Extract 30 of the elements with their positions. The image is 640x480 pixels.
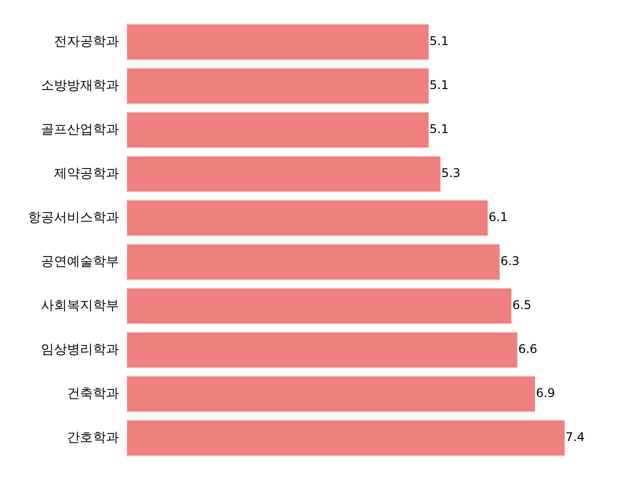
bar — [127, 288, 512, 324]
y-tick-label: 간호학과 — [67, 430, 119, 446]
y-tick-label: 항공서비스학과 — [28, 210, 119, 226]
bar — [127, 376, 535, 412]
data-label: 6.6 — [518, 342, 538, 356]
bar — [127, 68, 429, 104]
bar — [127, 332, 518, 368]
y-tick-label: 공연예술학부 — [41, 254, 119, 270]
data-label: 7.4 — [566, 430, 585, 444]
y-tick-label: 전자공학과 — [54, 34, 119, 50]
data-label: 5.1 — [430, 78, 449, 92]
data-label: 5.1 — [430, 34, 449, 48]
data-label: 5.1 — [430, 122, 449, 136]
y-tick-label: 제약공학과 — [54, 166, 119, 182]
y-tick-label: 소방방재학과 — [41, 78, 119, 94]
bar — [127, 156, 440, 192]
data-label: 5.3 — [441, 166, 460, 180]
data-label: 6.3 — [500, 254, 520, 268]
data-label: 6.5 — [512, 298, 532, 312]
bar — [127, 112, 429, 148]
bar — [127, 200, 488, 236]
bar — [127, 244, 500, 280]
bar — [127, 420, 565, 456]
data-label: 6.9 — [536, 386, 556, 400]
y-tick-label: 임상병리학과 — [41, 342, 119, 358]
bar — [127, 24, 429, 60]
data-label: 6.1 — [488, 210, 508, 224]
y-tick-label: 사회복지학부 — [41, 298, 119, 314]
y-tick-label: 건축학과 — [67, 386, 119, 402]
y-tick-label: 골프산업학과 — [41, 122, 119, 138]
